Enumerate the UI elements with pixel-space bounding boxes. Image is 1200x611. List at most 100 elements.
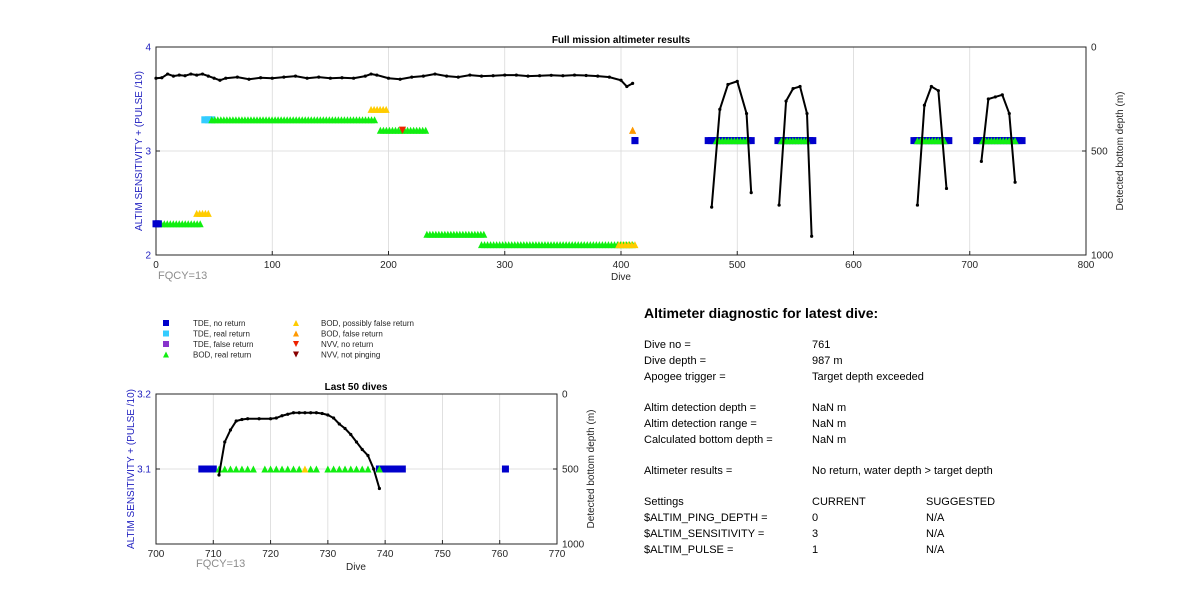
results-row: Altimeter results = No return, water dept…: [644, 463, 1104, 479]
depth-point: [171, 74, 176, 78]
depth-point: [619, 78, 623, 82]
depth-point: [468, 73, 472, 77]
depth-point: [375, 73, 379, 77]
data-marker: [358, 465, 366, 473]
depth-point: [268, 417, 273, 421]
bottom-ticks: 700 710 720 730 740 750 760 770 3.1 3.2 0 500 1000: [137, 390, 585, 561]
depth-point: [331, 416, 336, 420]
bottom-marks: [198, 411, 509, 491]
detect-depth-label: Altim detection depth =: [644, 402, 757, 414]
depth-line: [980, 93, 1017, 183]
data-marker: [501, 465, 509, 473]
data-marker: [284, 465, 292, 473]
depth-point: [744, 111, 749, 116]
current-label: CURRENT: [812, 496, 866, 508]
depth-point: [398, 77, 402, 81]
legend-label: TDE, no return: [193, 319, 245, 328]
x-tick-label: 710: [205, 549, 222, 560]
depth-point: [166, 72, 170, 76]
depth-point: [479, 74, 484, 78]
depth-point: [200, 72, 205, 76]
data-marker: [1018, 137, 1026, 145]
y2-tick-label: 0: [562, 390, 568, 401]
data-marker: [353, 465, 360, 473]
depth-point: [224, 76, 228, 80]
data-marker: [347, 465, 355, 473]
depth-point: [805, 111, 809, 116]
detect-depth-row: Altim detection depth = NaN m: [644, 400, 1104, 416]
x-tick-label: 700: [961, 260, 978, 271]
bottom-y-axis-label: ALTIM SENSITIVITY + (PULSE /10): [126, 389, 137, 549]
data-marker: [272, 465, 280, 473]
dive-depth-label: Dive depth =: [644, 355, 707, 367]
settings-label: Settings: [644, 496, 684, 508]
depth-line: [710, 80, 753, 208]
x-tick-label: 200: [380, 260, 397, 271]
x-tick-label: 300: [496, 260, 513, 271]
depth-point: [303, 411, 307, 415]
data-marker: [330, 465, 338, 473]
depth-point: [777, 203, 781, 207]
depth-line: [778, 85, 813, 237]
dive-no-label: Dive no =: [644, 339, 691, 351]
data-marker: [307, 465, 315, 473]
depth-point: [1007, 111, 1011, 116]
x-tick-label: 0: [153, 260, 159, 271]
depth-point: [377, 486, 382, 491]
x-tick-label: 100: [264, 260, 281, 271]
depth-point: [189, 72, 193, 76]
data-marker: [375, 465, 383, 473]
x-tick-label: 700: [148, 549, 165, 560]
depth-point: [154, 76, 158, 80]
results-label: Altimeter results =: [644, 465, 733, 477]
x-tick-label: 730: [320, 549, 337, 560]
data-marker: [244, 465, 252, 473]
y-tick-label: 2: [145, 251, 151, 262]
data-marker: [198, 465, 206, 473]
depth-point: [491, 74, 495, 78]
depth-point: [369, 72, 373, 76]
y2-tick-label: 1000: [562, 540, 585, 551]
depth-point: [257, 417, 261, 421]
data-marker: [945, 137, 953, 145]
depth-point: [1000, 93, 1004, 97]
legend-marker: [293, 330, 299, 337]
data-marker: [335, 465, 343, 473]
depth-point: [986, 97, 990, 101]
data-marker: [295, 465, 303, 473]
detect-range-label: Altim detection range =: [644, 418, 757, 430]
depth-point: [337, 422, 341, 426]
depth-point: [372, 467, 376, 471]
top-x-axis-label: Dive: [611, 272, 631, 283]
depth-point: [328, 76, 332, 80]
y-tick-label: 4: [145, 43, 151, 54]
y-tick-label: 3.1: [137, 465, 151, 476]
sensitivity-label: $ALTIM_SENSITIVITY =: [644, 528, 765, 540]
x-tick-label: 400: [613, 260, 630, 271]
sensitivity-suggested: N/A: [926, 528, 945, 540]
depth-point: [433, 72, 437, 76]
data-marker: [629, 126, 637, 134]
data-marker: [154, 220, 162, 228]
apogee-label: Apogee trigger =: [644, 371, 726, 383]
depth-point: [218, 78, 222, 82]
depth-point: [718, 107, 722, 111]
data-marker: [387, 465, 395, 473]
calc-depth-row: Calculated bottom depth = NaN m: [644, 432, 1104, 448]
legend-marker: [293, 341, 299, 347]
depth-point: [259, 76, 263, 80]
data-marker: [232, 465, 240, 473]
depth-point: [235, 75, 239, 79]
depth-point: [445, 74, 449, 78]
detect-range-value: NaN m: [812, 418, 847, 430]
detect-depth-value: NaN m: [812, 402, 847, 414]
bottom-y2-axis-label: Detected bottom depth (m): [586, 410, 597, 529]
top-y-axis-label: ALTIM SENSITIVITY + (PULSE /10): [134, 71, 145, 231]
data-marker: [364, 465, 372, 473]
x-tick-label: 500: [729, 260, 746, 271]
y2-tick-label: 0: [1091, 43, 1097, 54]
legend-label: NVV, not pinging: [321, 351, 380, 360]
depth-point: [410, 75, 414, 79]
data-marker: [261, 465, 269, 473]
